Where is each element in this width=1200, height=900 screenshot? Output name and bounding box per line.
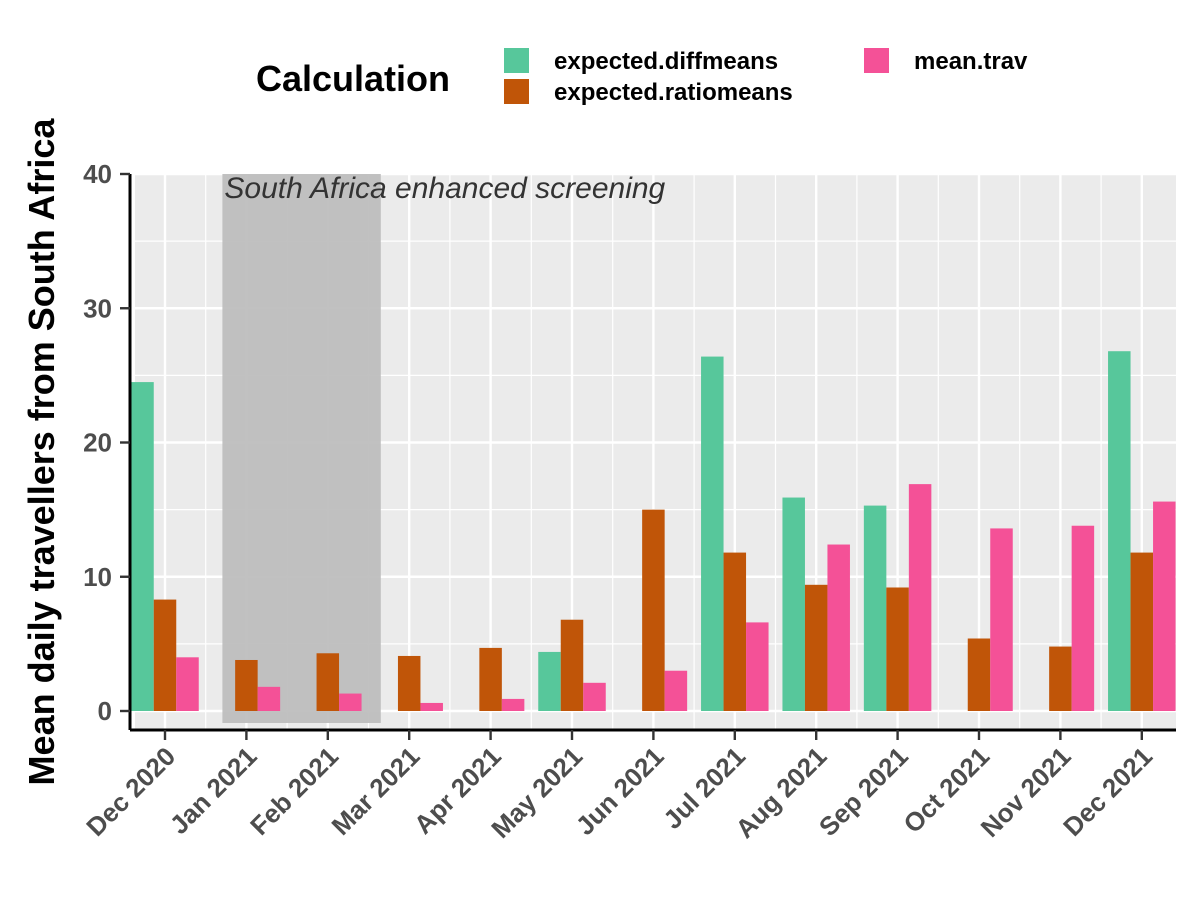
bar-expected.ratiomeans [397, 655, 421, 711]
screening-period: South Africa enhanced screening [222, 172, 666, 723]
x-tick-label: Jun 2021 [570, 741, 670, 841]
y-tick-label: 30 [83, 293, 112, 323]
x-tick-label: Sep 2021 [813, 741, 914, 842]
bar-mean.trav [908, 484, 932, 711]
x-tick-label: Dec 2020 [80, 741, 181, 842]
bar-mean.trav [664, 670, 688, 711]
bar-expected.diffmeans [538, 651, 561, 711]
y-axis-title: Mean daily travellers from South Africa [21, 118, 62, 786]
bar-expected.ratiomeans [235, 659, 258, 711]
bar-mean.trav [176, 657, 199, 711]
bar-expected.ratiomeans [967, 638, 991, 711]
bar-expected.diffmeans [1108, 351, 1131, 711]
bar-expected.ratiomeans [316, 653, 340, 711]
bar-mean.trav [501, 698, 525, 711]
legend-label-expected.diffmeans: expected.diffmeans [554, 48, 778, 75]
legend-key-expected.diffmeans [504, 48, 529, 73]
y-tick-label: 20 [83, 428, 112, 458]
bar-mean.trav [420, 702, 443, 711]
legend-title: Calculation [256, 58, 450, 99]
x-tick-label: Feb 2021 [244, 741, 344, 841]
bar-mean.trav [746, 622, 769, 711]
annotation-label: South Africa enhanced screening [224, 172, 665, 205]
bar-expected.ratiomeans [723, 552, 747, 711]
legend: Calculation expected.diffmeans expected.r… [256, 48, 1028, 106]
bar-mean.trav [257, 686, 281, 711]
bar-expected.ratiomeans [560, 619, 584, 711]
bar-expected.ratiomeans [642, 509, 665, 711]
y-tick-label: 0 [98, 696, 112, 726]
bar-expected.diffmeans [701, 356, 724, 711]
bar-mean.trav [339, 693, 362, 711]
bar-expected.ratiomeans [1130, 552, 1154, 711]
x-tick-label: Dec 2021 [1057, 741, 1158, 842]
x-tick-label: Nov 2021 [975, 741, 1077, 843]
bar-expected.ratiomeans [153, 599, 177, 711]
bar-mean.trav [583, 682, 606, 711]
y-tick-label: 10 [83, 562, 112, 592]
bar-mean.trav [1071, 525, 1095, 711]
legend-label-expected.ratiomeans: expected.ratiomeans [554, 79, 793, 106]
x-tick-label: Jan 2021 [164, 741, 263, 840]
bar-expected.ratiomeans [479, 647, 502, 711]
bar-expected.diffmeans [782, 497, 805, 711]
legend-label-mean.trav: mean.trav [914, 48, 1028, 75]
legend-key-mean.trav [864, 48, 889, 73]
bar-mean.trav [827, 544, 850, 711]
y-tick-label: 40 [83, 159, 112, 189]
bar-mean.trav [990, 528, 1013, 711]
bar-expected.diffmeans [863, 505, 887, 711]
bar-expected.ratiomeans [1049, 646, 1072, 711]
bars [131, 351, 1176, 711]
bar-expected.ratiomeans [886, 587, 909, 711]
screening-region [222, 174, 381, 723]
legend-key-expected.ratiomeans [504, 79, 529, 104]
x-tick-label: Mar 2021 [326, 741, 426, 841]
bar-expected.diffmeans [131, 382, 154, 711]
bar-expected.ratiomeans [804, 584, 828, 711]
bar-mean.trav [1153, 501, 1176, 711]
